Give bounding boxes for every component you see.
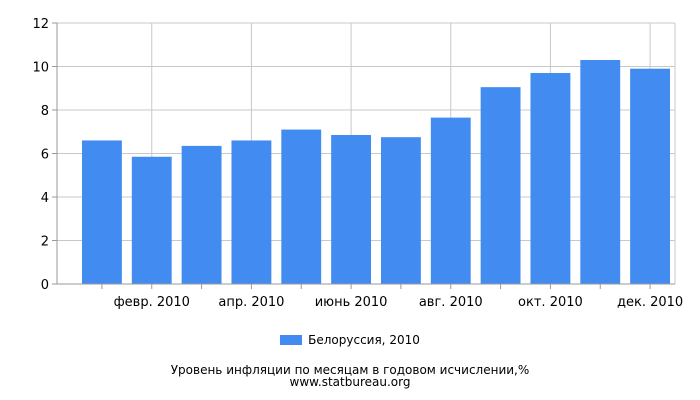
bar xyxy=(380,137,421,284)
bar xyxy=(81,140,122,284)
bar xyxy=(181,145,222,284)
chart-title: Уровень инфляции по месяцам в годовом ис… xyxy=(170,363,530,377)
legend-label: Белоруссия, 2010 xyxy=(308,333,420,347)
y-tick-label: 2 xyxy=(41,235,49,250)
bar xyxy=(430,117,471,284)
y-tick-label: 0 xyxy=(41,278,49,293)
tick-labels: 0 2 4 6 8 10 12 февр. 2010 апр. 2010 июнь 2010 авг… xyxy=(32,17,683,310)
axes xyxy=(52,22,675,289)
legend: Белоруссия, 2010 xyxy=(0,333,700,347)
bar xyxy=(231,140,272,284)
legend-swatch xyxy=(280,335,303,345)
y-tick-label: 10 xyxy=(32,61,49,76)
bar xyxy=(331,135,372,284)
source-label: www.statbureau.org xyxy=(289,375,411,389)
x-tick-label: июнь 2010 xyxy=(315,295,388,310)
bars xyxy=(81,59,671,285)
bar xyxy=(131,156,172,284)
x-tick-label: дек. 2010 xyxy=(617,295,683,310)
x-tick-label: окт. 2010 xyxy=(518,295,583,310)
bar xyxy=(630,68,671,284)
x-tick-label: авг. 2010 xyxy=(419,295,483,310)
y-tick-label: 8 xyxy=(41,104,49,119)
bar xyxy=(530,73,571,285)
bar xyxy=(281,129,322,284)
y-tick-label: 12 xyxy=(32,17,49,32)
x-tick-label: февр. 2010 xyxy=(114,295,190,310)
bar xyxy=(480,87,521,284)
y-tick-label: 6 xyxy=(41,148,49,163)
bar xyxy=(580,59,621,284)
x-tick-label: апр. 2010 xyxy=(218,295,284,310)
y-tick-label: 4 xyxy=(41,191,49,206)
